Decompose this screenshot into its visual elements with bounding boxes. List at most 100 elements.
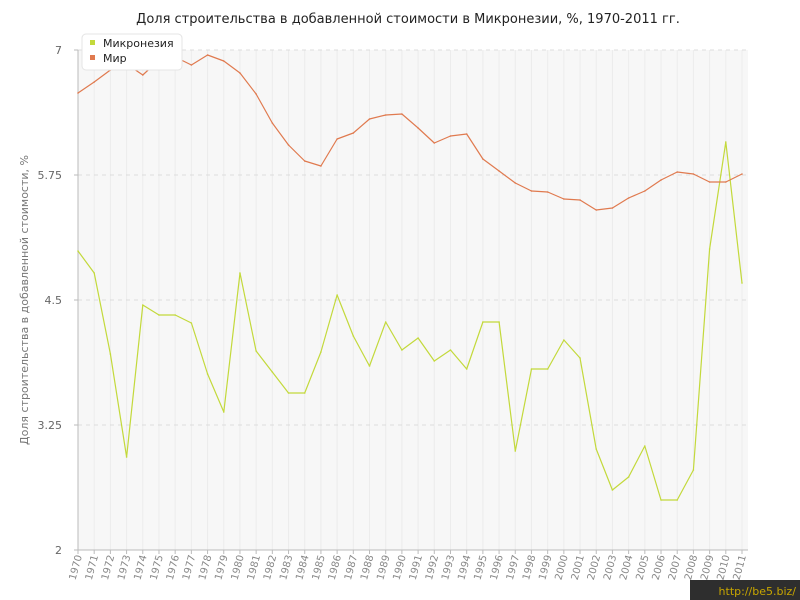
x-tick-label: 1985 (311, 554, 328, 581)
x-tick-label: 1994 (456, 554, 473, 581)
legend-label-micronesia: Микронезия (103, 37, 174, 50)
data-point-micronesia (352, 335, 355, 337)
series-line-world (77, 54, 743, 211)
data-point-micronesia (595, 448, 598, 450)
data-point-world (708, 181, 711, 183)
data-point-world (206, 54, 209, 56)
data-point-world (741, 173, 743, 175)
data-point-micronesia (546, 368, 549, 370)
data-point-world (320, 165, 322, 167)
grid (77, 49, 748, 551)
x-tick-label: 1990 (392, 554, 409, 581)
data-point-world (660, 179, 662, 181)
data-point-micronesia (741, 282, 743, 284)
x-tick-label: 1981 (246, 554, 263, 581)
data-point-world (611, 207, 614, 209)
data-point-micronesia (109, 353, 112, 355)
x-tick-label: 1980 (230, 554, 247, 581)
data-point-world (239, 72, 241, 74)
data-point-micronesia (708, 248, 711, 250)
x-tick-label: 1989 (375, 554, 392, 581)
data-point-world (303, 160, 306, 162)
x-tick-label: 2008 (683, 554, 700, 581)
x-tick-labels: 1970197119721973197419751976197719781979… (68, 554, 749, 581)
data-point-world (417, 127, 419, 129)
watermark: http://be5.biz/ (690, 580, 800, 600)
data-point-world (692, 173, 695, 175)
data-point-micronesia (676, 499, 679, 501)
data-point-world (595, 209, 598, 211)
legend-swatch-micronesia (90, 40, 95, 45)
data-point-world (336, 138, 338, 140)
x-tick-label: 1979 (213, 554, 230, 581)
watermark-text: http://be5.biz/ (719, 585, 797, 598)
data-point-micronesia (465, 368, 468, 370)
x-tick-label: 2003 (602, 554, 619, 581)
data-point-world (644, 190, 646, 192)
data-point-world (255, 93, 257, 95)
data-point-micronesia (384, 321, 387, 323)
data-point-world (498, 170, 500, 172)
data-point-micronesia (271, 371, 274, 373)
data-point-world (77, 92, 79, 94)
data-point-micronesia (206, 373, 209, 375)
data-point-micronesia (336, 294, 338, 296)
watermark-background (690, 580, 800, 600)
data-point-world (563, 198, 565, 200)
y-tick-label: 3.25 (38, 419, 63, 432)
data-point-world (352, 132, 355, 134)
data-point-micronesia (692, 469, 695, 471)
data-point-micronesia (222, 411, 225, 413)
data-point-micronesia (627, 476, 630, 478)
data-point-micronesia (77, 250, 79, 252)
y-tick-label: 7 (55, 44, 62, 57)
x-tick-label: 1974 (132, 554, 149, 581)
data-point-world (449, 135, 452, 137)
data-point-micronesia (433, 360, 436, 362)
x-tick-label: 1978 (197, 554, 214, 581)
x-tick-label: 1983 (278, 554, 295, 581)
data-point-micronesia (417, 337, 419, 339)
x-tick-label: 1999 (537, 554, 554, 581)
data-point-micronesia (287, 392, 290, 394)
data-point-world (725, 181, 727, 183)
x-tick-label: 1976 (165, 554, 182, 581)
y-tick-label: 5.75 (38, 169, 63, 182)
data-point-world (401, 113, 403, 115)
x-tick-label: 2005 (635, 554, 652, 581)
data-point-micronesia (611, 489, 614, 491)
data-point-world (530, 190, 533, 192)
x-tick-label: 2004 (618, 554, 635, 581)
data-point-world (433, 142, 436, 144)
axes (74, 49, 748, 554)
x-tick-label: 2007 (667, 554, 684, 581)
x-tick-label: 1992 (424, 554, 441, 581)
y-tick-label: 2 (55, 544, 62, 557)
data-point-world (271, 122, 274, 124)
data-point-world (93, 81, 95, 83)
legend-label-world: Мир (103, 52, 127, 65)
x-tick-label: 1996 (489, 554, 506, 581)
data-point-micronesia (644, 445, 646, 447)
data-point-world (514, 182, 517, 184)
data-point-micronesia (141, 304, 144, 306)
data-point-micronesia (660, 499, 662, 501)
data-point-micronesia (579, 357, 581, 359)
data-point-micronesia (530, 368, 533, 370)
data-point-micronesia (174, 314, 176, 316)
data-point-world (384, 114, 387, 116)
legend-swatch-world (90, 55, 95, 60)
x-tick-label: 1975 (149, 554, 166, 581)
x-tick-label: 1991 (408, 554, 425, 581)
data-point-world (190, 64, 193, 66)
data-point-world (141, 74, 144, 76)
x-tick-label: 1998 (521, 554, 538, 581)
x-tick-label: 1984 (294, 554, 311, 581)
series-line-micronesia (77, 141, 743, 501)
series-group (77, 54, 743, 501)
x-tick-label: 1971 (84, 554, 101, 581)
data-point-micronesia (125, 456, 128, 458)
data-point-micronesia (401, 349, 403, 351)
data-point-world (287, 144, 290, 146)
